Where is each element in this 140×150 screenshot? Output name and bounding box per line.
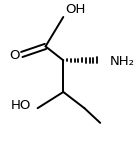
Text: HO: HO — [10, 99, 31, 112]
Text: O: O — [9, 49, 20, 62]
Text: NH₂: NH₂ — [109, 55, 134, 68]
Text: OH: OH — [66, 3, 86, 16]
